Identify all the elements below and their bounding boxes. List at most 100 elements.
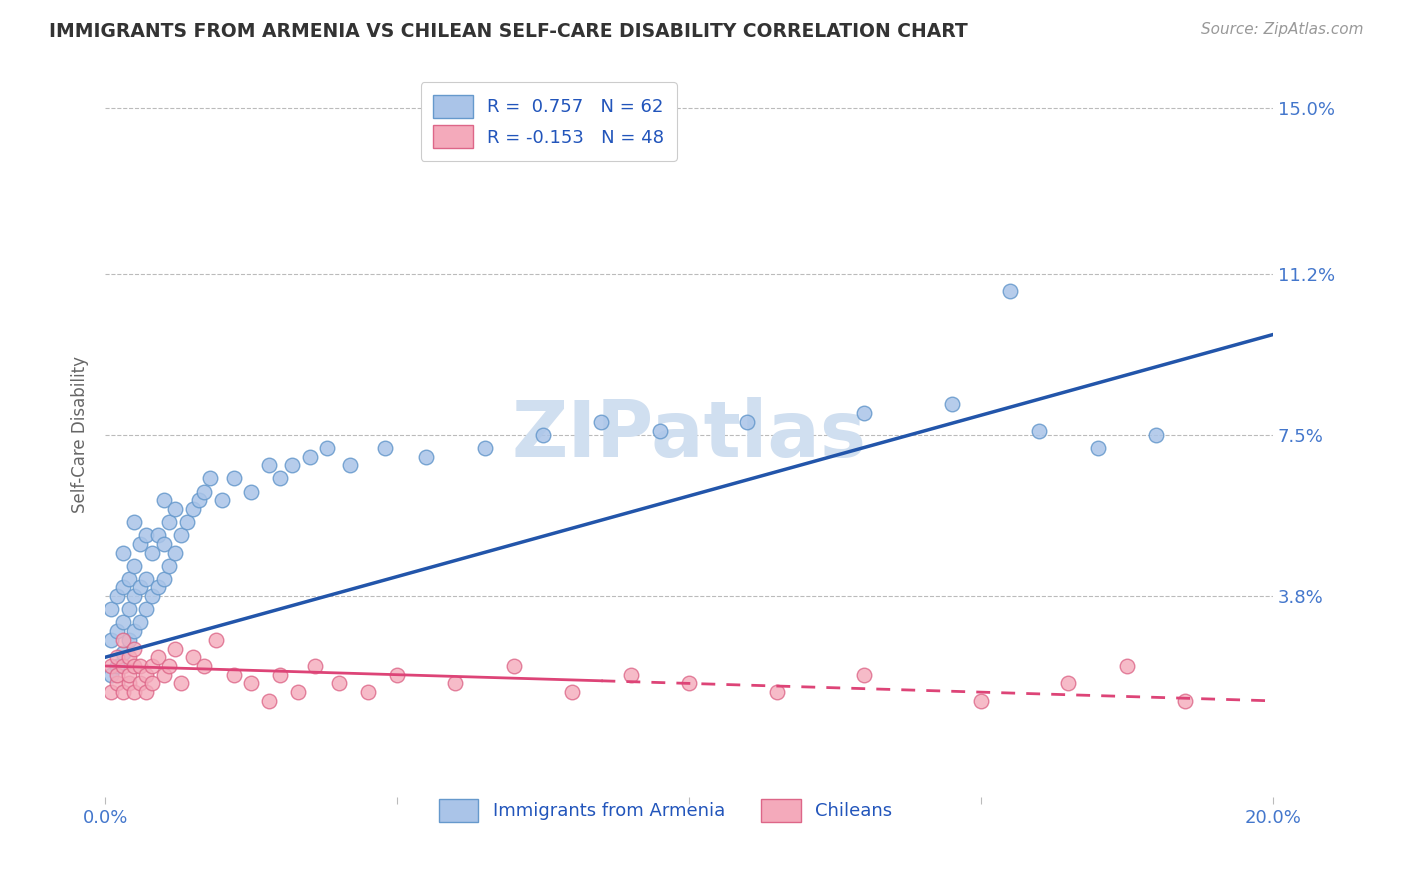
Legend: Immigrants from Armenia, Chileans: Immigrants from Armenia, Chileans bbox=[426, 787, 905, 835]
Point bbox=[737, 415, 759, 429]
Point bbox=[152, 493, 174, 508]
Point bbox=[100, 667, 122, 681]
Point bbox=[124, 589, 146, 603]
Point bbox=[170, 676, 193, 690]
Point bbox=[105, 650, 128, 665]
Point bbox=[222, 667, 245, 681]
Point bbox=[211, 493, 233, 508]
Point bbox=[287, 685, 309, 699]
Point bbox=[141, 589, 163, 603]
Point bbox=[111, 581, 134, 595]
Point bbox=[111, 646, 134, 660]
Point bbox=[374, 441, 396, 455]
Point bbox=[1087, 441, 1109, 455]
Point bbox=[304, 659, 326, 673]
Point bbox=[129, 537, 152, 551]
Point bbox=[444, 676, 467, 690]
Point bbox=[105, 676, 128, 690]
Point bbox=[240, 676, 263, 690]
Point bbox=[129, 581, 152, 595]
Point bbox=[181, 502, 204, 516]
Text: ZIPatlas: ZIPatlas bbox=[512, 397, 866, 473]
Point bbox=[257, 694, 280, 708]
Text: IMMIGRANTS FROM ARMENIA VS CHILEAN SELF-CARE DISABILITY CORRELATION CHART: IMMIGRANTS FROM ARMENIA VS CHILEAN SELF-… bbox=[49, 22, 967, 41]
Point bbox=[328, 676, 350, 690]
Point bbox=[165, 546, 187, 560]
Point bbox=[316, 441, 339, 455]
Point bbox=[165, 641, 187, 656]
Point bbox=[222, 471, 245, 485]
Point bbox=[111, 659, 134, 673]
Point bbox=[339, 458, 361, 473]
Point bbox=[117, 650, 139, 665]
Point bbox=[1057, 676, 1080, 690]
Point bbox=[100, 659, 122, 673]
Point bbox=[124, 558, 146, 573]
Point bbox=[117, 667, 139, 681]
Point bbox=[853, 406, 876, 420]
Point bbox=[941, 397, 963, 411]
Point bbox=[152, 537, 174, 551]
Point bbox=[159, 659, 181, 673]
Point bbox=[298, 450, 321, 464]
Point bbox=[853, 667, 876, 681]
Point bbox=[135, 667, 157, 681]
Point bbox=[146, 528, 169, 542]
Point bbox=[124, 641, 146, 656]
Point bbox=[129, 659, 152, 673]
Point bbox=[765, 685, 787, 699]
Point bbox=[257, 458, 280, 473]
Point bbox=[105, 624, 128, 639]
Point bbox=[415, 450, 437, 464]
Point bbox=[678, 676, 700, 690]
Point bbox=[117, 676, 139, 690]
Point bbox=[181, 650, 204, 665]
Point bbox=[111, 632, 134, 647]
Point bbox=[170, 528, 193, 542]
Point bbox=[561, 685, 583, 699]
Text: Source: ZipAtlas.com: Source: ZipAtlas.com bbox=[1201, 22, 1364, 37]
Point bbox=[474, 441, 496, 455]
Point bbox=[117, 602, 139, 616]
Point bbox=[135, 602, 157, 616]
Point bbox=[200, 471, 222, 485]
Point bbox=[141, 546, 163, 560]
Point bbox=[159, 558, 181, 573]
Point bbox=[385, 667, 408, 681]
Point bbox=[129, 676, 152, 690]
Point bbox=[187, 493, 209, 508]
Point bbox=[100, 632, 122, 647]
Point bbox=[146, 581, 169, 595]
Point bbox=[129, 615, 152, 630]
Point bbox=[111, 615, 134, 630]
Point bbox=[205, 632, 228, 647]
Point bbox=[970, 694, 993, 708]
Point bbox=[159, 515, 181, 529]
Point bbox=[141, 659, 163, 673]
Point bbox=[269, 471, 291, 485]
Point bbox=[193, 659, 215, 673]
Point bbox=[105, 667, 128, 681]
Point bbox=[998, 284, 1021, 298]
Point bbox=[240, 484, 263, 499]
Y-axis label: Self-Care Disability: Self-Care Disability bbox=[72, 357, 89, 514]
Point bbox=[100, 685, 122, 699]
Point bbox=[152, 572, 174, 586]
Point bbox=[111, 546, 134, 560]
Point bbox=[591, 415, 613, 429]
Point bbox=[648, 424, 671, 438]
Point bbox=[357, 685, 380, 699]
Point bbox=[281, 458, 304, 473]
Point bbox=[135, 572, 157, 586]
Point bbox=[141, 676, 163, 690]
Point bbox=[193, 484, 215, 499]
Point bbox=[502, 659, 524, 673]
Point bbox=[105, 659, 128, 673]
Point bbox=[117, 632, 139, 647]
Point bbox=[1174, 694, 1197, 708]
Point bbox=[152, 667, 174, 681]
Point bbox=[531, 428, 554, 442]
Point bbox=[1115, 659, 1137, 673]
Point bbox=[124, 659, 146, 673]
Point bbox=[105, 589, 128, 603]
